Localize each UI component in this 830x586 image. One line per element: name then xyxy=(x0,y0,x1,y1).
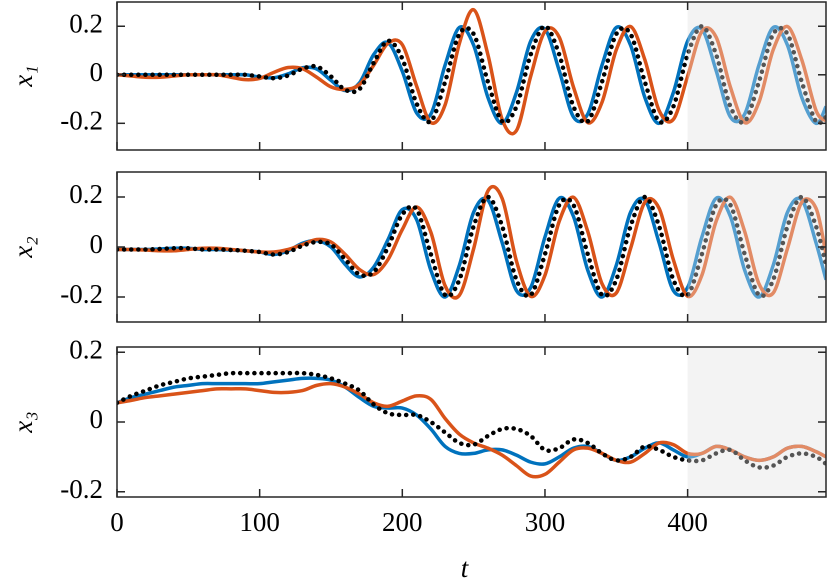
y-tick-label: 0 xyxy=(90,229,104,259)
x-tick-label: 300 xyxy=(525,507,566,537)
axes-box xyxy=(116,1,827,151)
series-line xyxy=(117,25,826,126)
y-tick-label: -0.2 xyxy=(60,474,103,504)
series-line xyxy=(117,8,826,136)
x-tick-label: 400 xyxy=(667,507,708,537)
series-line xyxy=(117,194,826,299)
y-tick-label: 0 xyxy=(90,404,104,434)
y-axis-label: x₃ xyxy=(8,411,38,433)
x-tick-label: 0 xyxy=(110,507,124,537)
y-axis-label: x₂ xyxy=(8,236,38,258)
y-tick-label: 0.2 xyxy=(69,8,103,38)
y-tick-label: 0 xyxy=(90,57,104,87)
series-line xyxy=(117,370,826,470)
y-tick-label: -0.2 xyxy=(60,106,103,136)
shaded-region xyxy=(687,347,826,497)
y-tick-label: -0.2 xyxy=(60,279,103,309)
series-line xyxy=(117,24,826,126)
x-tick-label: 200 xyxy=(382,507,423,537)
x-tick-label: 100 xyxy=(239,507,280,537)
shade-overlay xyxy=(687,2,826,150)
y-tick-label: 0.2 xyxy=(69,179,103,209)
y-axis-label: x₁ xyxy=(8,65,38,87)
x-axis-label: t xyxy=(461,553,470,583)
shade-overlay xyxy=(687,172,826,322)
shade-overlay xyxy=(687,347,826,497)
y-tick-label: 0.2 xyxy=(69,334,103,364)
